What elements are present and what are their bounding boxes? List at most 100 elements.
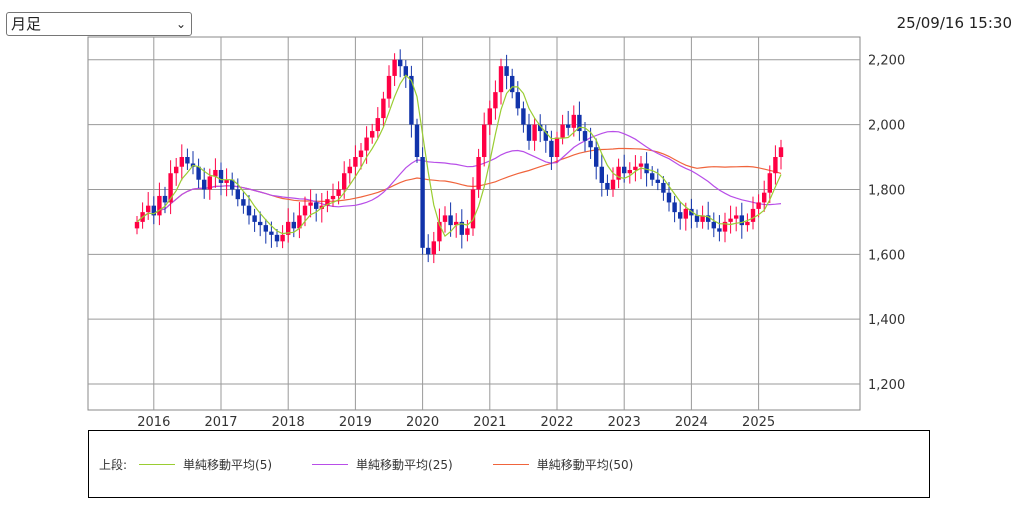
candle-body — [386, 75, 392, 99]
candle-body — [521, 108, 526, 125]
x-tick-label: 2025 — [742, 415, 775, 430]
legend-label-ma25: 単純移動平均(25) — [356, 458, 453, 472]
candle-body — [476, 157, 481, 190]
candle-body — [728, 218, 733, 222]
candle-body — [594, 147, 599, 167]
candle-body — [588, 140, 593, 148]
candle-body — [493, 92, 498, 109]
candle-body — [420, 157, 425, 248]
candle-body — [633, 166, 638, 170]
y-tick-label: 2,000 — [868, 119, 905, 134]
candle-body — [756, 202, 761, 209]
legend: 上段: 単純移動平均(5) 単純移動平均(25) 単純移動平均(50) — [99, 456, 673, 473]
candle-body — [218, 169, 224, 183]
candle-body — [734, 215, 739, 219]
period-select-value: 月足 — [11, 15, 42, 33]
y-tick-label: 1,400 — [868, 313, 905, 328]
legend-swatch-ma25 — [312, 464, 349, 465]
candle-body — [381, 98, 386, 119]
candle-body — [252, 215, 257, 222]
candle-body — [666, 192, 672, 203]
ma5-path — [136, 74, 782, 238]
candle-body — [302, 205, 308, 216]
ma25-path — [136, 130, 782, 223]
ma5-line — [136, 74, 782, 238]
candle-body — [207, 176, 212, 190]
y-tick-label: 2,200 — [868, 54, 905, 69]
candle-body — [325, 199, 330, 206]
candle-body — [487, 108, 492, 125]
candle-body — [162, 195, 168, 203]
legend-item-ma50: 単純移動平均(50) — [492, 456, 634, 473]
candle-body — [773, 157, 778, 174]
y-tick-label: 1,200 — [868, 378, 905, 393]
candle-body — [694, 215, 700, 222]
candle-body — [437, 221, 442, 242]
chevron-down-icon: ⌄ — [175, 17, 186, 31]
candle-body — [286, 221, 291, 235]
candle-body — [638, 163, 644, 167]
candle-body — [370, 131, 375, 138]
candle-body — [146, 205, 151, 213]
x-tick-label: 2017 — [204, 415, 237, 430]
candle-body — [235, 189, 240, 200]
legend-label-ma5: 単純移動平均(5) — [183, 458, 273, 472]
legend-item-ma25: 単純移動平均(25) — [312, 456, 453, 473]
candle-body — [398, 59, 403, 67]
candles — [134, 49, 784, 264]
x-axis-labels: 2016 2017 2018 2019 2020 2021 2022 2023 2024 2025 — [137, 415, 775, 430]
candle-body — [560, 124, 565, 138]
candle-body — [157, 195, 162, 216]
candle-body — [241, 199, 246, 206]
candle-body — [498, 66, 504, 93]
candle-body — [616, 166, 621, 180]
candle-body — [134, 221, 140, 229]
candle-body — [762, 192, 767, 203]
candle-body — [532, 124, 537, 141]
candle-body — [151, 205, 156, 216]
x-tick-label: 2022 — [540, 415, 573, 430]
candle-body — [577, 114, 582, 132]
candle-body — [683, 208, 688, 219]
candle-body — [392, 59, 397, 76]
candle-body — [375, 118, 380, 132]
candle-body — [414, 124, 420, 158]
x-tick-label: 2016 — [137, 415, 170, 430]
candle-body — [605, 182, 610, 190]
candle-body — [258, 221, 263, 226]
candle-body — [230, 179, 235, 190]
candle-body — [459, 221, 464, 235]
candle-body — [185, 157, 190, 164]
candle-body — [750, 208, 756, 222]
candle-body — [174, 166, 179, 174]
period-select[interactable]: 月足 ⌄ — [6, 12, 192, 36]
candle-body — [431, 241, 436, 255]
candle-body — [274, 234, 280, 242]
x-tick-label: 2021 — [473, 415, 506, 430]
candle-body — [224, 179, 229, 183]
candle-body — [470, 189, 476, 229]
candle-body — [722, 221, 728, 232]
ma25-line — [136, 130, 782, 223]
legend-box: 上段: 単純移動平均(5) 単純移動平均(25) 単純移動平均(50) — [88, 430, 930, 498]
candle-body — [700, 215, 705, 222]
candle-body — [347, 166, 352, 174]
x-tick-label: 2018 — [272, 415, 305, 430]
timestamp: 25/09/16 15:30 — [896, 14, 1012, 32]
candle-body — [571, 114, 576, 128]
candle-body — [543, 131, 548, 141]
candle-body — [627, 169, 632, 174]
candle-body — [403, 66, 408, 76]
candle-body — [442, 215, 448, 222]
candle-body — [538, 124, 543, 132]
candle-body — [364, 137, 369, 151]
candle-body — [745, 221, 750, 226]
candle-body — [465, 228, 470, 235]
candle-body — [297, 215, 302, 229]
candle-body — [672, 202, 677, 213]
legend-label-ma50: 単純移動平均(50) — [536, 458, 634, 472]
candle-body — [269, 231, 274, 235]
x-tick-label: 2023 — [608, 415, 641, 430]
candle-body — [168, 173, 173, 203]
